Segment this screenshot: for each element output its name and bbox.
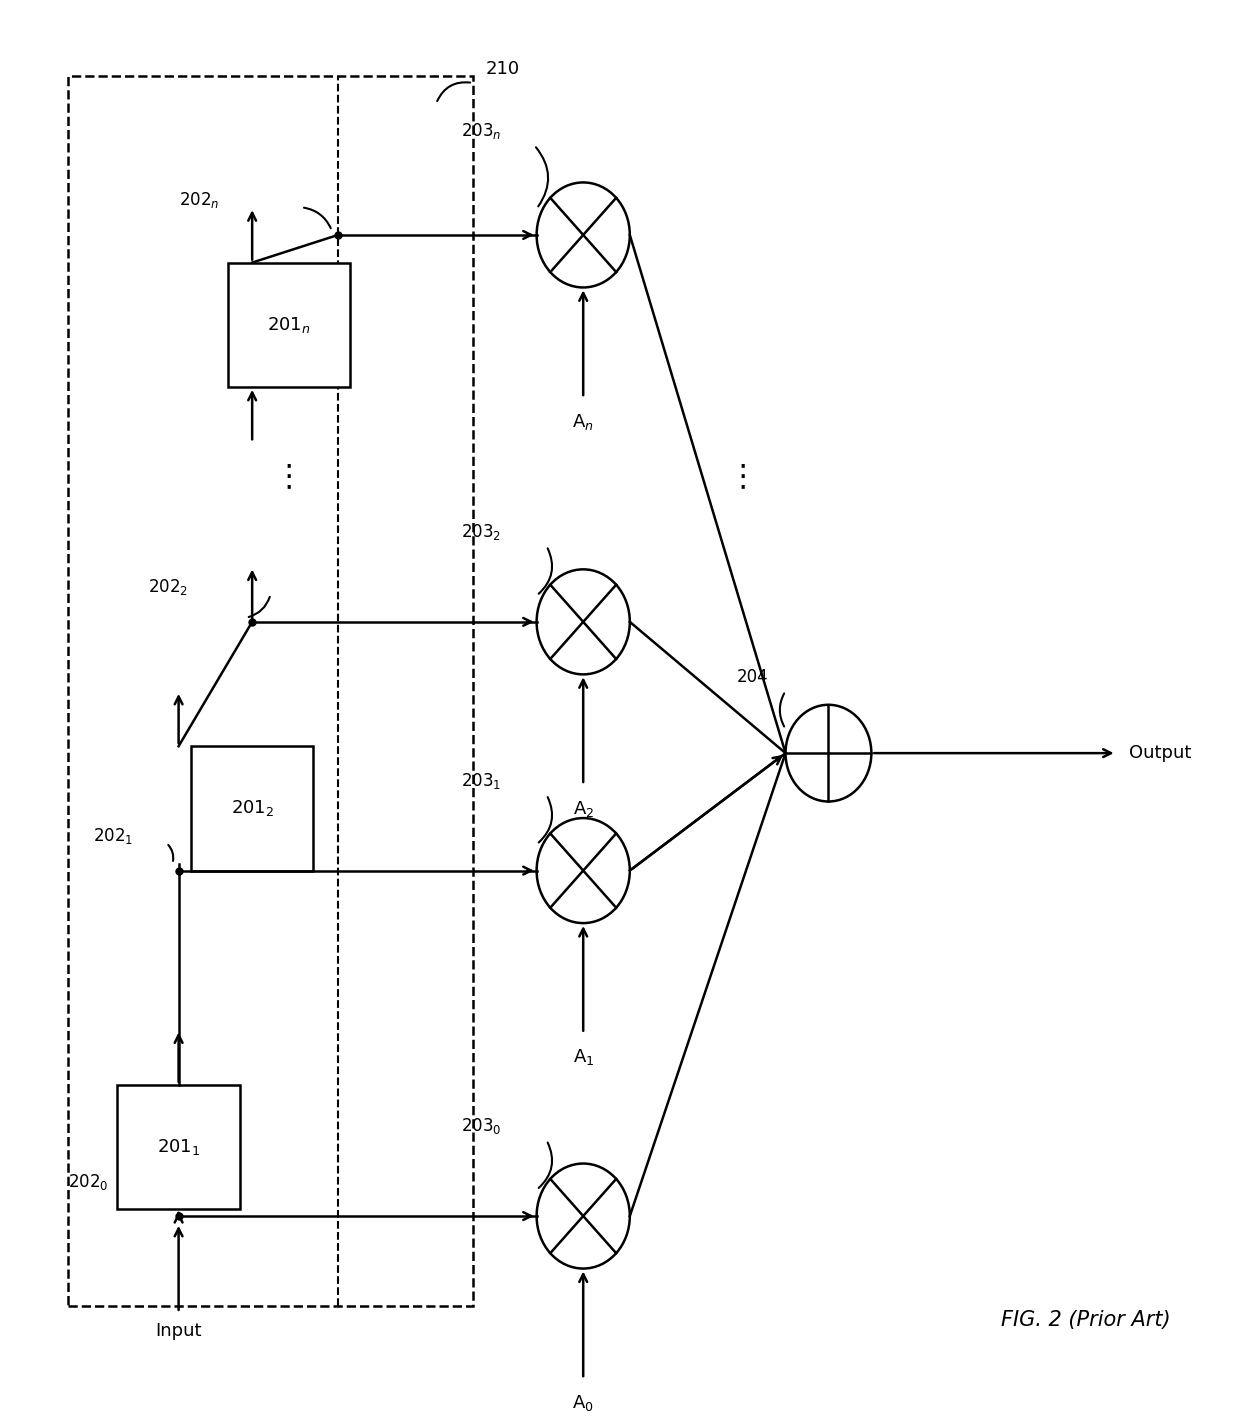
Text: ⋮: ⋮ (728, 463, 758, 491)
Text: A$_1$: A$_1$ (573, 1047, 594, 1067)
Text: ⋮: ⋮ (274, 463, 304, 491)
Text: 201$_1$: 201$_1$ (157, 1137, 201, 1156)
Text: 203$_1$: 203$_1$ (460, 771, 501, 790)
Text: 204: 204 (737, 668, 768, 687)
Text: FIG. 2 (Prior Art): FIG. 2 (Prior Art) (1001, 1310, 1171, 1330)
FancyBboxPatch shape (191, 746, 314, 871)
Text: Output: Output (1128, 744, 1192, 762)
Text: 202$_2$: 202$_2$ (148, 578, 188, 597)
Text: 203$_0$: 203$_0$ (460, 1117, 501, 1137)
Text: 203$_n$: 203$_n$ (460, 121, 501, 142)
Text: 201$_2$: 201$_2$ (231, 799, 274, 819)
Text: A$_n$: A$_n$ (573, 412, 594, 431)
Text: A$_2$: A$_2$ (573, 799, 594, 819)
Text: 202$_1$: 202$_1$ (93, 826, 133, 846)
Text: Input: Input (155, 1321, 202, 1340)
Text: 202$_n$: 202$_n$ (179, 190, 219, 210)
Text: 210: 210 (485, 60, 520, 78)
Text: 201$_n$: 201$_n$ (267, 315, 311, 335)
Text: A$_0$: A$_0$ (573, 1393, 594, 1413)
Text: 202$_0$: 202$_0$ (68, 1172, 109, 1192)
FancyBboxPatch shape (228, 263, 350, 387)
FancyBboxPatch shape (118, 1084, 239, 1209)
Text: 203$_2$: 203$_2$ (460, 522, 501, 542)
